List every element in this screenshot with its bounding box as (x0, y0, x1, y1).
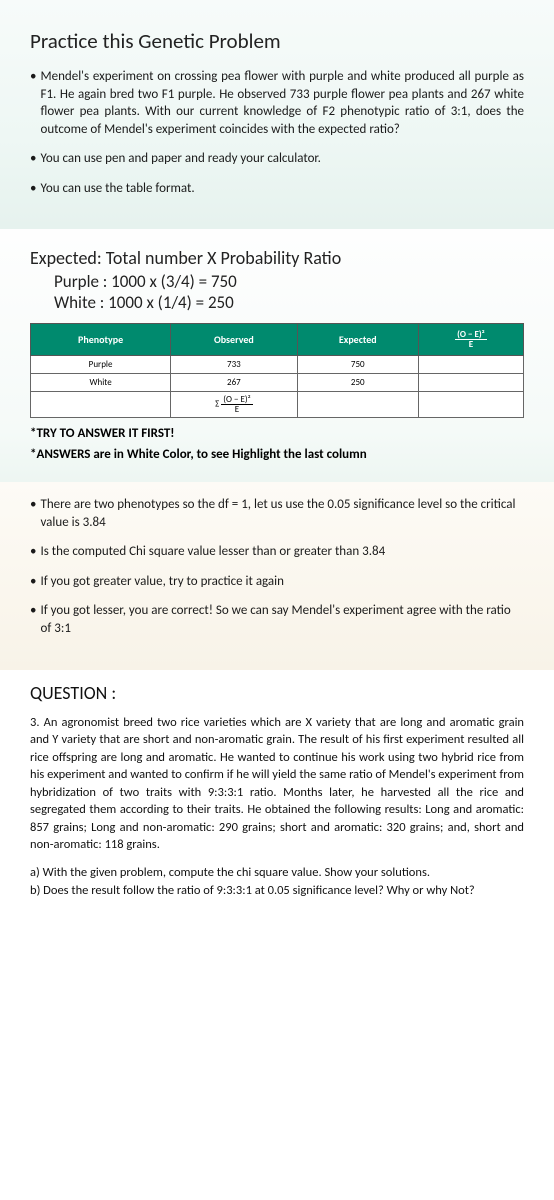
bullet-dot: • (30, 602, 36, 637)
slide3-b4: If you got lesser, you are correct! So w… (40, 602, 524, 637)
slide-question: QUESTION : 3. An agronomist breed two ri… (0, 670, 554, 916)
cell-phenotype: Purple (31, 356, 171, 374)
slide1-bullet-1: • Mendel's experiment on crossing pea fl… (30, 68, 524, 138)
cell-empty (297, 392, 418, 418)
bullet-dot: • (30, 573, 36, 591)
table-header-row: Phenotype Observed Expected (O − E)² E (31, 324, 524, 356)
slide3-b2: Is the computed Chi square value lesser … (40, 543, 385, 561)
answers-white-note: *ANSWERS are in White Color, to see High… (30, 447, 524, 462)
table-sum-row: Σ (O − E)² E (31, 392, 524, 418)
calc-purple: Purple : 1000 x (3/4) = 750 (54, 271, 524, 292)
slide-practice: Practice this Genetic Problem • Mendel's… (0, 0, 554, 229)
cell-observed: 267 (171, 374, 297, 392)
slide1-p3: You can use the table format. (40, 180, 194, 198)
slide-interpret: • There are two phenotypes so the df = 1… (0, 482, 554, 669)
bullet-dot: • (30, 68, 36, 138)
th-observed: Observed (171, 324, 297, 356)
slide1-p1: Mendel's experiment on crossing pea flow… (40, 68, 524, 138)
frac-sum-den: E (221, 405, 252, 414)
table-row: Purple 733 750 (31, 356, 524, 374)
question-heading: QUESTION : (30, 682, 524, 704)
slide1-bullet-3: • You can use the table format. (30, 180, 524, 198)
th-phenotype: Phenotype (31, 324, 171, 356)
slide3-b3: If you got greater value, try to practic… (40, 573, 283, 591)
table-row: White 267 250 (31, 374, 524, 392)
sigma: Σ (215, 399, 219, 410)
try-first-note: *TRY TO ANSWER IT FIRST! (30, 426, 524, 441)
bullet-dot: • (30, 496, 36, 531)
slide3-bullet-3: • If you got greater value, try to pract… (30, 573, 524, 591)
calc-white: White : 1000 x (1/4) = 250 (54, 292, 524, 313)
slide3-bullet-4: • If you got lesser, you are correct! So… (30, 602, 524, 637)
question-body: 3. An agronomist breed two rice varietie… (30, 714, 524, 854)
slide1-title: Practice this Genetic Problem (30, 28, 524, 54)
cell-expected: 750 (297, 356, 418, 374)
question-part-a: a) With the given problem, compute the c… (30, 864, 524, 882)
cell-chi (418, 356, 523, 374)
slide3-bullet-1: • There are two phenotypes so the df = 1… (30, 496, 524, 531)
bullet-dot: • (30, 543, 36, 561)
cell-sum-value (418, 392, 523, 418)
th-chi-frac: (O − E)² E (418, 324, 523, 356)
slide3-bullet-2: • Is the computed Chi square value lesse… (30, 543, 524, 561)
cell-empty (31, 392, 171, 418)
frac-header-den: E (455, 340, 487, 349)
cell-observed: 733 (171, 356, 297, 374)
question-part-b: b) Does the result follow the ratio of 9… (30, 882, 524, 900)
th-expected: Expected (297, 324, 418, 356)
chi-square-table: Phenotype Observed Expected (O − E)² E P… (30, 323, 524, 418)
frac-sum: (O − E)² E (221, 395, 252, 414)
slide1-p2: You can use pen and paper and ready your… (40, 150, 320, 168)
cell-expected: 250 (297, 374, 418, 392)
bullet-dot: • (30, 180, 36, 198)
slide1-bullet-2: • You can use pen and paper and ready yo… (30, 150, 524, 168)
frac-header: (O − E)² E (455, 330, 487, 349)
cell-phenotype: White (31, 374, 171, 392)
slide-expected: Expected: Total number X Probability Rat… (0, 229, 554, 482)
slide3-b1: There are two phenotypes so the df = 1, … (40, 496, 524, 531)
cell-sum-label: Σ (O − E)² E (171, 392, 297, 418)
expected-title: Expected: Total number X Probability Rat… (30, 247, 524, 269)
bullet-dot: • (30, 150, 36, 168)
cell-chi (418, 374, 523, 392)
